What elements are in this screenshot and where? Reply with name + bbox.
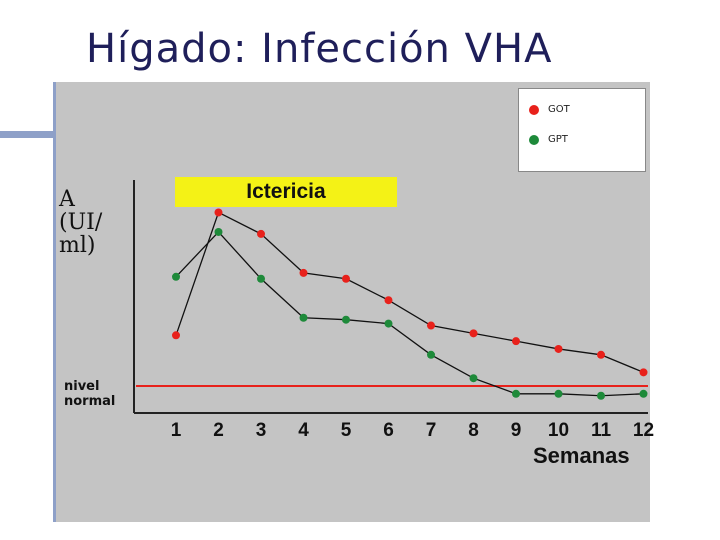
data-point-gpt-2 xyxy=(214,227,223,236)
data-point-gpt-9 xyxy=(512,389,520,398)
legend: GOT GPT xyxy=(518,88,646,172)
data-point-gpt-1 xyxy=(172,272,180,281)
data-point-got-6 xyxy=(384,296,393,305)
x-tick-label-11: 11 xyxy=(591,420,612,441)
data-point-got-7 xyxy=(427,321,435,330)
normal-level-label: nivel normal xyxy=(64,379,115,409)
x-axis-label: Semanas xyxy=(533,443,630,468)
data-point-gpt-3 xyxy=(257,274,265,283)
data-point-got-3 xyxy=(257,229,265,238)
ictericia-label: Ictericia xyxy=(246,180,326,203)
data-point-got-4 xyxy=(299,268,308,277)
y-axis-label: A (UI/ ml) xyxy=(59,188,129,257)
x-tick-label-12: 12 xyxy=(633,420,654,441)
legend-item-got: GOT xyxy=(529,104,570,115)
data-point-gpt-11 xyxy=(597,391,605,400)
data-point-got-12 xyxy=(639,368,648,377)
legend-dot-got xyxy=(529,104,539,115)
y-axis-label-line-3: ml) xyxy=(59,233,96,258)
data-point-got-9 xyxy=(512,337,520,346)
legend-label-got: GOT xyxy=(548,104,570,115)
legend-dot-gpt xyxy=(529,134,539,145)
data-point-got-1 xyxy=(172,331,180,340)
x-tick-label-2: 2 xyxy=(213,420,224,441)
data-point-gpt-6 xyxy=(384,319,393,328)
legend-label-gpt: GPT xyxy=(548,134,568,145)
x-tick-label-3: 3 xyxy=(256,420,267,441)
x-tick-label-7: 7 xyxy=(426,420,437,441)
y-axis-label-line-1: A xyxy=(59,187,75,212)
data-point-gpt-8 xyxy=(469,374,478,383)
data-point-gpt-4 xyxy=(299,313,308,322)
x-tick-label-9: 9 xyxy=(511,420,522,441)
normal-level-label-line-1: nivel xyxy=(64,379,100,394)
series-line-got xyxy=(175,211,644,373)
data-point-got-5 xyxy=(342,274,350,283)
x-tick-label-5: 5 xyxy=(341,420,352,441)
legend-item-gpt: GPT xyxy=(529,134,568,145)
x-tick-label-1: 1 xyxy=(171,420,182,441)
data-point-got-10 xyxy=(554,344,563,353)
data-point-got-2 xyxy=(214,208,223,217)
slide-vertical-accent xyxy=(53,82,56,522)
y-axis-label-line-2: (UI/ xyxy=(59,210,103,235)
data-point-gpt-10 xyxy=(554,389,563,398)
x-tick-label-6: 6 xyxy=(383,420,394,441)
data-point-got-11 xyxy=(597,350,605,359)
series-line-gpt xyxy=(175,230,644,397)
normal-level-label-line-2: normal xyxy=(64,394,116,409)
slide-horizontal-accent xyxy=(0,131,55,138)
x-tick-label-10: 10 xyxy=(548,420,569,441)
x-tick-label-8: 8 xyxy=(468,420,479,441)
data-point-gpt-12 xyxy=(639,389,648,398)
data-point-gpt-5 xyxy=(342,315,350,324)
x-tick-label-4: 4 xyxy=(298,420,309,441)
slide-title: Hígado: Infección VHA xyxy=(86,26,553,72)
ictericia-band: Ictericia xyxy=(175,177,397,207)
data-point-got-8 xyxy=(469,329,478,338)
data-point-gpt-7 xyxy=(427,350,435,359)
